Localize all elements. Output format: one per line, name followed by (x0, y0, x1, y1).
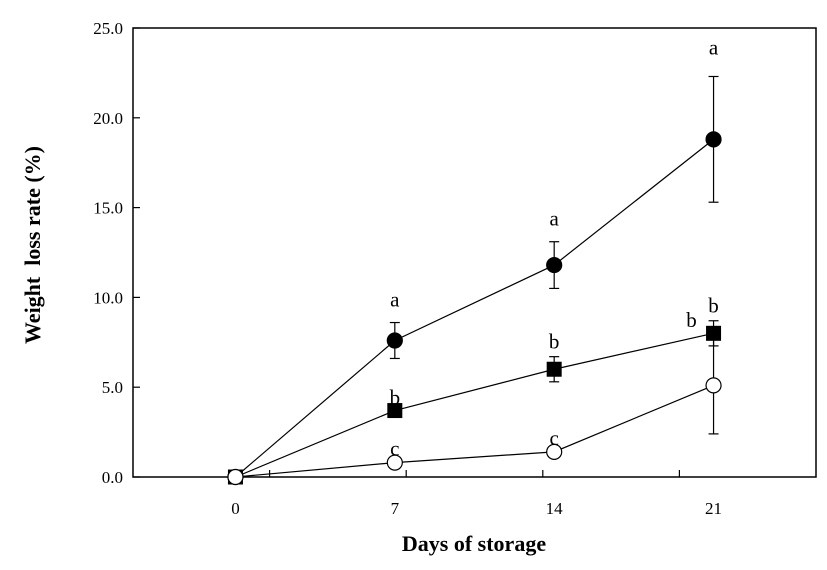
x-axis-title: Days of storage (402, 531, 546, 556)
data-point (387, 403, 403, 419)
y-tick-label: 10.0 (93, 288, 123, 307)
significance-letter: b (390, 386, 401, 410)
data-point (546, 443, 563, 460)
y-axis-tick-labels: 0.0 5.0 10.0 15.0 20.0 25.0 (93, 19, 123, 487)
y-tick-label: 25.0 (93, 19, 123, 38)
x-tick-label: 0 (231, 499, 240, 518)
significance-letter: b (686, 308, 697, 332)
data-point (546, 361, 562, 377)
data-point (386, 454, 403, 471)
series-line (235, 138, 714, 478)
data-point (546, 256, 563, 274)
data-point (386, 332, 403, 349)
data-point (705, 131, 722, 148)
significance-letter: a (390, 288, 400, 312)
series-line (235, 384, 714, 478)
significance-letter: c (550, 426, 559, 450)
x-axis-tick-labels: 0 7 14 21 (231, 499, 722, 518)
series-3 (227, 336, 722, 486)
significance-letter: a (709, 35, 719, 59)
significance-letter: b (708, 294, 719, 318)
y-axis-title: Weight loss rate (%) (20, 146, 45, 344)
series-layer (227, 75, 722, 486)
x-tick-label: 14 (546, 499, 564, 518)
plot-frame (132, 27, 817, 478)
significance-letter: a (550, 207, 560, 231)
y-tick-label: 15.0 (93, 199, 123, 218)
significance-letter: b (549, 330, 560, 354)
y-axis-ticks (133, 27, 140, 478)
series-line (235, 332, 714, 478)
y-tick-label: 20.0 (93, 109, 123, 128)
y-tick-label: 0.0 (102, 468, 123, 487)
y-tick-label: 5.0 (102, 378, 123, 397)
data-point (227, 468, 244, 486)
x-tick-label: 7 (391, 499, 400, 518)
significance-letter: c (390, 437, 399, 461)
data-point (705, 377, 722, 394)
x-tick-label: 21 (705, 499, 722, 518)
